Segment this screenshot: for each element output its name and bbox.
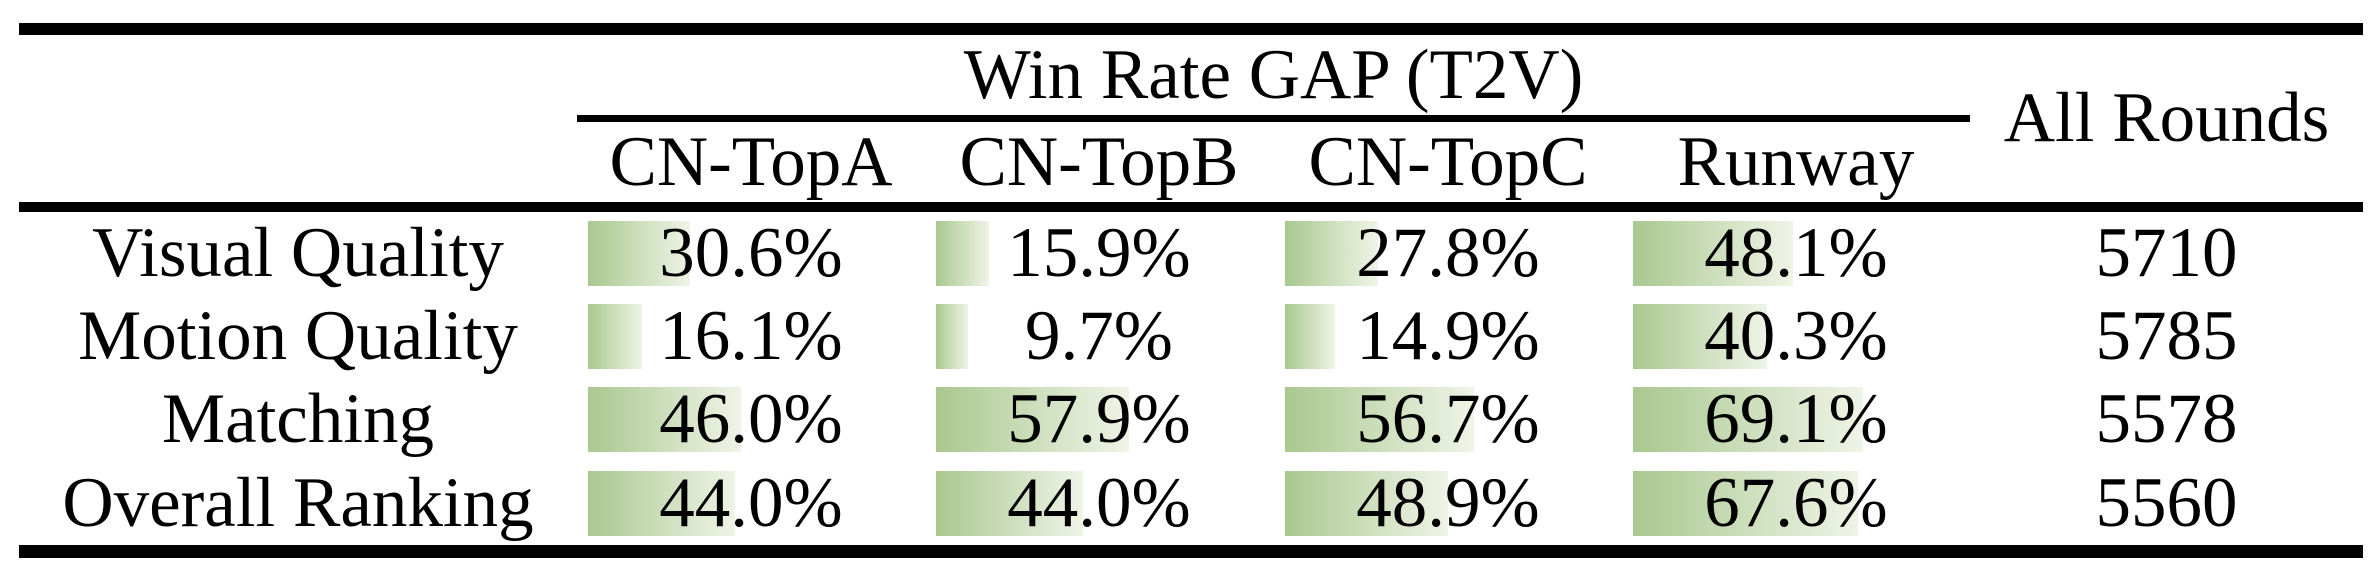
all-rounds-value: 5785 [2095, 297, 2238, 375]
win-rate-bar [1633, 304, 1767, 369]
column-header-cn-topb: CN-TopB [959, 122, 1239, 201]
table-title: Win Rate GAP (T2V) [963, 35, 1584, 114]
win-rate-bar [936, 471, 1083, 536]
table-cell: 56.7% [1274, 378, 1622, 461]
table-cell: 14.9% [1274, 295, 1622, 378]
win-rate-value: 57.9% [1007, 380, 1191, 458]
all-rounds-value: 5710 [2095, 214, 2238, 292]
table-row-matching: Matching 46.0% 57.9% 56.7% 69.1% 5578 [0, 378, 2376, 461]
title-underline-rule [577, 115, 1970, 122]
win-rate-bar [1633, 387, 1863, 452]
table-cell: 15.9% [925, 212, 1273, 295]
header-bottom-rule [19, 202, 2363, 212]
win-rate-value: 14.9% [1356, 297, 1540, 375]
win-rate-value: 56.7% [1356, 380, 1540, 458]
table-bottom-rule [19, 545, 2363, 558]
win-rate-bar [1633, 221, 1793, 286]
table-cell: 69.1% [1622, 378, 1970, 461]
win-rate-bar [588, 221, 690, 286]
table-cell: 48.1% [1622, 212, 1970, 295]
all-rounds-value: 5560 [2095, 464, 2238, 542]
table-row-motion-quality: Motion Quality 16.1% 9.7% 14.9% 40.3% 57… [0, 295, 2376, 378]
row-label: Visual Quality [92, 214, 504, 292]
win-rate-bar [1285, 471, 1448, 536]
win-rate-bar [936, 387, 1129, 452]
table-cell: 16.1% [577, 295, 925, 378]
table-cell: 30.6% [577, 212, 925, 295]
row-label: Overall Ranking [62, 464, 534, 542]
all-rounds-value: 5578 [2095, 380, 2238, 458]
column-header-runway: Runway [1677, 122, 1915, 201]
win-rate-value: 69.1% [1704, 380, 1888, 458]
table-cell: 9.7% [925, 295, 1273, 378]
column-header-cn-topc: CN-TopC [1308, 122, 1588, 201]
win-rate-bar [588, 304, 642, 369]
win-rate-bar [1285, 221, 1378, 286]
win-rate-value: 44.0% [1007, 464, 1191, 542]
win-rate-bar [1285, 387, 1474, 452]
table-cell: 40.3% [1622, 295, 1970, 378]
row-label: Motion Quality [78, 297, 518, 375]
win-rate-value: 15.9% [1007, 214, 1191, 292]
column-header-all-rounds: All Rounds [2003, 79, 2330, 157]
table-row-visual-quality: Visual Quality 30.6% 15.9% 27.8% 48.1% 5… [0, 212, 2376, 295]
column-header-cn-topa: CN-TopA [609, 122, 893, 201]
win-rate-value: 67.6% [1704, 464, 1888, 542]
table-cell: 27.8% [1274, 212, 1622, 295]
win-rate-value: 48.1% [1704, 214, 1888, 292]
table-cell: 44.0% [577, 462, 925, 545]
win-rate-value: 27.8% [1356, 214, 1540, 292]
win-rate-value: 44.0% [659, 464, 843, 542]
table-cell: 44.0% [925, 462, 1273, 545]
table-row-overall-ranking: Overall Ranking 44.0% 44.0% 48.9% 67.6% … [0, 462, 2376, 545]
win-rate-value: 48.9% [1356, 464, 1540, 542]
win-rate-bar [1633, 471, 1858, 536]
table-cell: 48.9% [1274, 462, 1622, 545]
win-rate-bar [1285, 304, 1335, 369]
win-rate-bar [588, 387, 741, 452]
win-rate-value: 46.0% [659, 380, 843, 458]
table-cell: 67.6% [1622, 462, 1970, 545]
win-rate-bar [588, 471, 735, 536]
win-rate-bar [936, 221, 989, 286]
table-cell: 46.0% [577, 378, 925, 461]
win-rate-value: 30.6% [659, 214, 843, 292]
table-cell: 57.9% [925, 378, 1273, 461]
win-rate-bar [936, 304, 968, 369]
win-rate-value: 9.7% [1025, 297, 1173, 375]
win-rate-value: 40.3% [1704, 297, 1888, 375]
table-top-rule [19, 23, 2363, 35]
win-rate-value: 16.1% [659, 297, 843, 375]
row-label: Matching [161, 380, 435, 458]
